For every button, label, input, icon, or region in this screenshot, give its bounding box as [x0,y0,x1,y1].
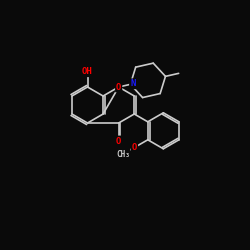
Text: N: N [130,79,136,88]
Text: O: O [116,82,121,92]
Text: CH₃: CH₃ [116,150,130,159]
Text: O: O [116,136,121,145]
Text: OH: OH [82,67,93,76]
Text: O: O [132,143,137,152]
